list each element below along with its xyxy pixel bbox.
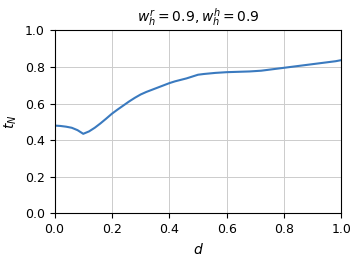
Title: $w_h^r = 0.9, w_h^h = 0.9$: $w_h^r = 0.9, w_h^h = 0.9$ xyxy=(137,7,259,28)
X-axis label: $d$: $d$ xyxy=(193,242,203,254)
Y-axis label: $t_N$: $t_N$ xyxy=(3,115,19,129)
